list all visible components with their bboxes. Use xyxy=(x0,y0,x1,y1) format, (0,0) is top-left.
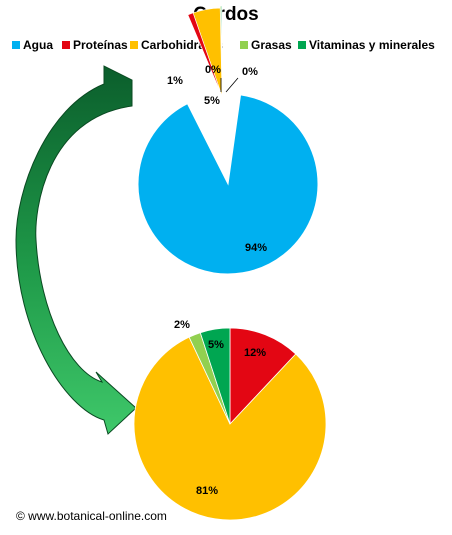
credit-text: © www.botanical-online.com xyxy=(16,509,167,523)
legend-swatch xyxy=(62,41,70,49)
pie2-slice-vitaminas-y-minerales xyxy=(199,327,231,425)
pie2-label-carbohidratos: 81% xyxy=(196,485,218,497)
legend-item-agua: Agua xyxy=(12,38,53,52)
pie2-label-vitaminas-y-minerales: 5% xyxy=(208,339,224,351)
pie2-slice-proteinas xyxy=(229,327,297,426)
pie1-slice-proteinas xyxy=(187,12,223,97)
pie-chart-bottom: 12% 81% 2% 5% xyxy=(133,319,327,521)
pie1-slice-agua xyxy=(137,94,319,275)
pie2-label-proteinas: 12% xyxy=(244,347,266,359)
legend-swatch xyxy=(240,41,248,49)
legend-label: Vitaminas y minerales xyxy=(309,38,435,52)
legend-item-proteinas: Proteínas xyxy=(62,38,128,52)
legend-swatch xyxy=(130,41,138,49)
pie2-slice-carbohidratos xyxy=(133,336,327,521)
legend: Agua Proteínas Carbohidratos Grasas Vitamina… xyxy=(12,38,435,52)
pie2-label-grasas: 2% xyxy=(174,319,190,331)
pie1-label-grasas: 0% xyxy=(205,64,221,76)
pie1-label-proteinas: 1% xyxy=(167,75,183,87)
legend-swatch xyxy=(12,41,20,49)
legend-label: Proteínas xyxy=(73,38,128,52)
legend-swatch xyxy=(298,41,306,49)
pie-chart-top: 94% 1% 5% 0% 0% xyxy=(137,5,319,275)
pie1-label-agua: 94% xyxy=(245,242,267,254)
legend-label: Grasas xyxy=(251,38,292,52)
pie1-label-vitaminas-y-minerales: 0% xyxy=(242,66,258,78)
legend-label: Agua xyxy=(23,38,53,52)
pie1-leader-vitaminas xyxy=(225,77,239,93)
pie1-label-carbohidratos: 5% xyxy=(204,95,220,107)
legend-item-grasas: Grasas xyxy=(240,38,292,52)
legend-item-vitaminas-y-minerales: Vitaminas y minerales xyxy=(298,38,435,52)
curved-arrow-icon xyxy=(15,65,137,435)
